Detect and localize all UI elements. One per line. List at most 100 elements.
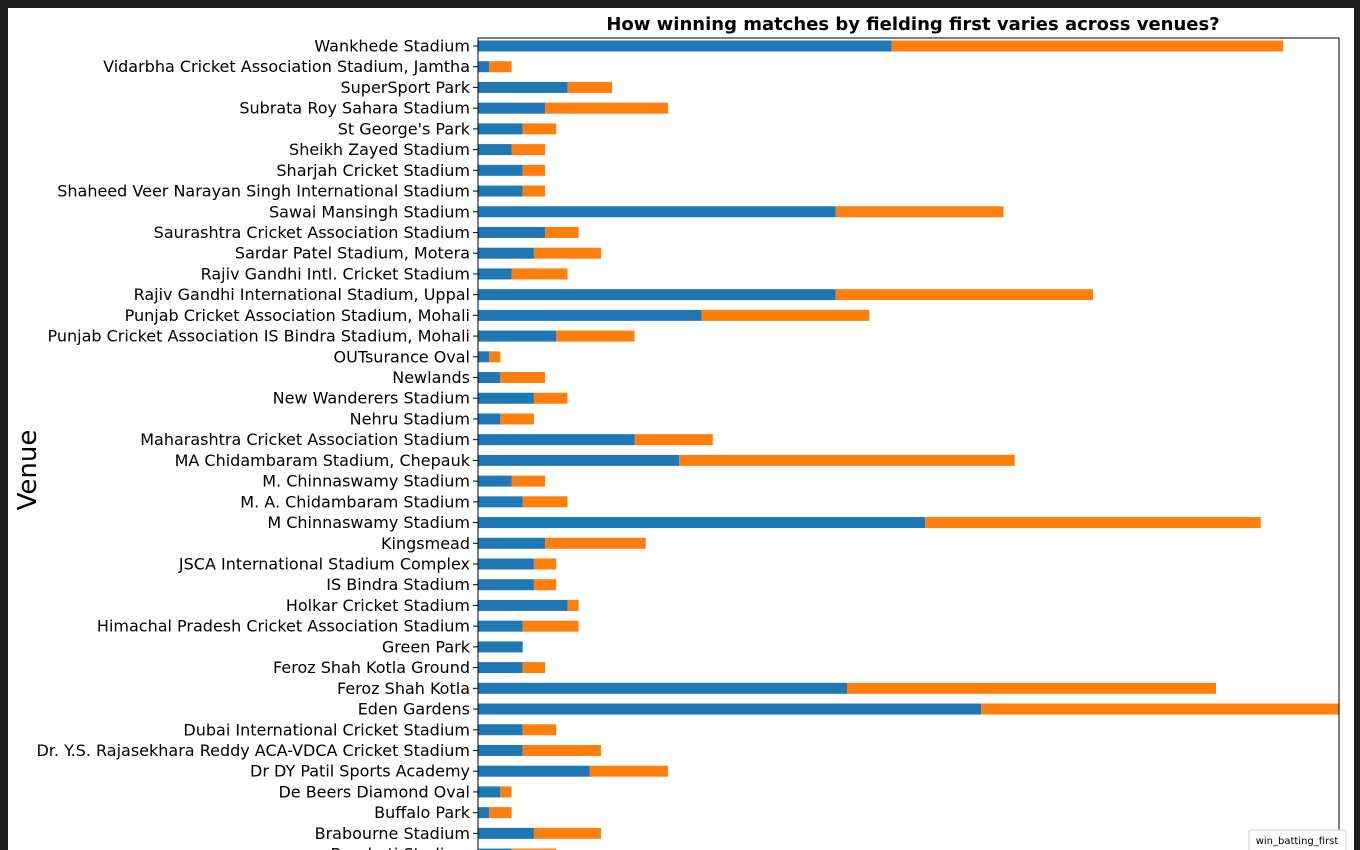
y-tick-label: Wankhede Stadium (314, 37, 470, 56)
bar-segment-orange (545, 537, 646, 549)
y-tick-label: Feroz Shah Kotla (337, 679, 470, 698)
bar-segment-blue (478, 454, 680, 466)
bar-segment-blue (478, 682, 847, 694)
bar-segment-orange (847, 682, 1216, 694)
y-tick-label: Maharashtra Cricket Association Stadium (140, 430, 470, 449)
bar-segment-blue (478, 579, 534, 591)
bar-segment-orange (556, 330, 635, 342)
bar-segment-blue (478, 703, 982, 715)
y-tick-label: Punjab Cricket Association IS Bindra Sta… (47, 327, 470, 346)
y-tick-label: Himachal Pradesh Cricket Association Sta… (97, 617, 470, 636)
bar-segment-blue (478, 206, 836, 218)
bars-layer (478, 40, 1339, 850)
bar-segment-blue (478, 537, 546, 549)
bar-segment-blue (478, 641, 523, 653)
bar-segment-orange (522, 620, 579, 632)
bar-segment-blue (478, 226, 546, 238)
bar-segment-blue (478, 475, 512, 487)
y-tick-label: Dr. Y.S. Rajasekhara Reddy ACA-VDCA Cric… (36, 741, 470, 760)
bar-segment-blue (478, 102, 546, 114)
y-tick-label: Dr DY Patil Sports Academy (250, 762, 470, 781)
bar-segment-orange (522, 123, 557, 135)
y-tick-label: Nehru Stadium (350, 409, 470, 428)
bar-segment-orange (835, 206, 1004, 218)
y-tick-label: OUTsurance Oval (334, 347, 470, 366)
bar-segment-blue (478, 330, 557, 342)
bar-segment-blue (478, 40, 892, 52)
y-tick-label: De Beers Diamond Oval (278, 782, 470, 801)
legend-title: win_batting_first (1256, 836, 1339, 847)
bar-segment-blue (478, 786, 501, 798)
y-tick-label: Eden Gardens (358, 700, 470, 719)
y-tick-label: IS Bindra Stadium (326, 575, 470, 594)
y-tick-label: Barabati Stadium (331, 845, 471, 850)
bar-segment-blue (478, 599, 568, 611)
y-tick-label: Shaheed Veer Narayan Singh International… (57, 182, 470, 201)
bar-segment-blue (478, 123, 523, 135)
bar-segment-blue (478, 744, 523, 756)
bar-segment-orange (522, 496, 568, 508)
bar-segment-orange (589, 765, 669, 777)
bar-segment-orange (533, 558, 557, 570)
bar-segment-orange (522, 724, 557, 736)
bar-segment-blue (478, 351, 490, 363)
y-tick-label: M. A. Chidambaram Stadium (240, 492, 470, 511)
y-tick-label: Subrata Roy Sahara Stadium (239, 99, 470, 118)
bar-segment-orange (981, 703, 1339, 715)
bar-segment-blue (478, 185, 523, 197)
bar-segment-orange (533, 247, 601, 259)
y-tick-label: Sharjah Cricket Stadium (276, 161, 470, 180)
bar-segment-orange (835, 289, 1093, 301)
bar-segment-orange (545, 102, 669, 114)
bar-segment-orange (489, 807, 512, 819)
legend: win_batting_first (1248, 829, 1347, 850)
plot-frame (477, 37, 1340, 850)
y-tick-label: Dubai International Cricket Stadium (183, 720, 470, 739)
bar-segment-blue (478, 807, 490, 819)
bar-segment-blue (478, 289, 836, 301)
y-tick-label: Punjab Cricket Association Stadium, Moha… (125, 306, 470, 325)
bar-segment-orange (679, 454, 1015, 466)
bar-segment-orange (489, 351, 501, 363)
bar-segment-orange (891, 40, 1284, 52)
bar-segment-orange (522, 185, 546, 197)
bar-segment-orange (545, 226, 579, 238)
bar-segment-blue (478, 144, 512, 156)
bar-segment-blue (478, 61, 490, 73)
y-tick-label: JSCA International Stadium Complex (178, 555, 470, 574)
bar-segment-blue (478, 517, 926, 529)
bar-segment-orange (567, 81, 613, 93)
bar-segment-blue (478, 496, 523, 508)
bar-segment-blue (478, 268, 512, 280)
bar-segment-orange (533, 827, 601, 839)
legend-box (1248, 829, 1347, 850)
bar-segment-orange (533, 579, 557, 591)
y-tick-label: Sardar Patel Stadium, Motera (235, 244, 470, 263)
y-tick-label: Sheikh Zayed Stadium (289, 140, 470, 159)
bar-segment-orange (925, 517, 1261, 529)
bar-segment-orange (511, 144, 546, 156)
bar-segment-orange (500, 413, 534, 425)
chart-figure: How winning matches by fielding first va… (8, 8, 1354, 850)
bar-segment-orange (522, 662, 546, 674)
y-tick-label: SuperSport Park (341, 78, 471, 97)
bar-segment-orange (500, 372, 546, 384)
y-tick-label: Holkar Cricket Stadium (286, 596, 470, 615)
bar-segment-blue (478, 724, 523, 736)
y-tick-label: Brabourne Stadium (315, 824, 470, 843)
y-tick-label: Feroz Shah Kotla Ground (273, 658, 470, 677)
y-tick-label: Newlands (392, 368, 470, 387)
y-tick-label: Rajiv Gandhi International Stadium, Uppa… (134, 285, 470, 304)
bar-segment-orange (500, 786, 512, 798)
y-tick-label: M Chinnaswamy Stadium (267, 513, 470, 532)
bar-segment-blue (478, 309, 702, 321)
bar-segment-orange (522, 164, 546, 176)
bar-segment-orange (701, 309, 870, 321)
bar-segment-orange (533, 392, 568, 404)
y-axis-label: Venue (13, 430, 43, 511)
bar-segment-blue (478, 247, 534, 259)
bar-segment-orange (511, 268, 568, 280)
y-tick-label: MA Chidambaram Stadium, Chepauk (175, 451, 471, 470)
bar-segment-blue (478, 413, 501, 425)
